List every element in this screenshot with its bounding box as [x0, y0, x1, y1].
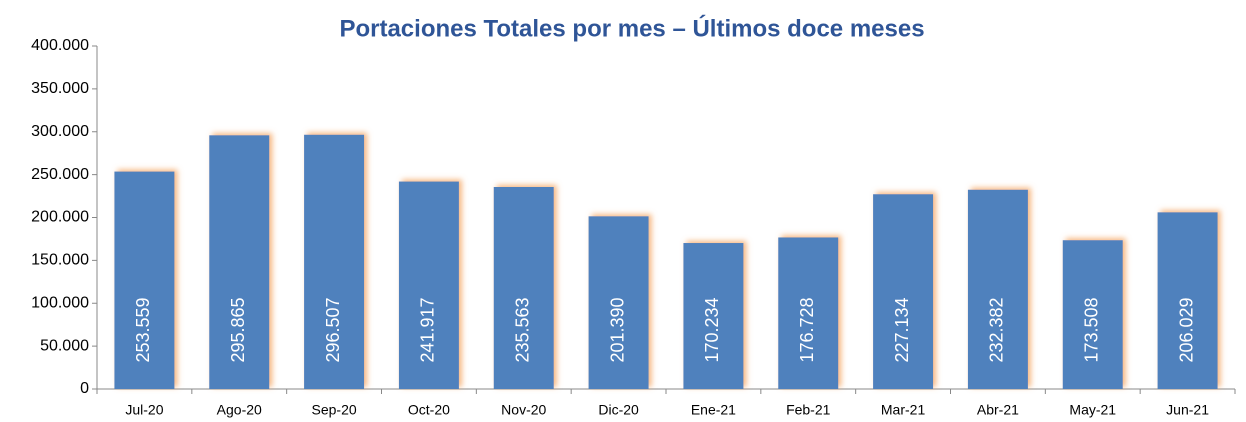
- bar: [398, 181, 459, 389]
- value-label: 232.382: [987, 297, 1007, 362]
- bar: [967, 189, 1028, 389]
- x-tick-label: Ago-20: [217, 402, 262, 418]
- bar: [304, 134, 365, 389]
- y-tick-label: 200.000: [31, 209, 89, 226]
- bar: [778, 237, 839, 389]
- x-tick-label: Abr-21: [977, 402, 1019, 418]
- bar: [683, 243, 744, 389]
- x-tick-label: May-21: [1069, 402, 1116, 418]
- x-tick-label: Dic-20: [598, 402, 639, 418]
- value-label: 176.728: [797, 297, 817, 362]
- x-tick-label: Feb-21: [786, 402, 831, 418]
- x-tick-label: Oct-20: [408, 402, 450, 418]
- bar: [1062, 240, 1123, 389]
- y-tick-label: 150.000: [31, 252, 89, 269]
- y-tick-label: 0: [80, 380, 89, 397]
- y-tick-label: 350.000: [31, 80, 89, 97]
- bar: [588, 216, 649, 389]
- value-label: 235.563: [513, 297, 533, 362]
- y-tick-label: 50.000: [40, 337, 89, 354]
- y-tick-label: 250.000: [31, 166, 89, 183]
- x-tick-label: Nov-20: [501, 402, 546, 418]
- x-tick-label: Jun-21: [1166, 402, 1209, 418]
- value-label: 296.507: [323, 297, 343, 362]
- value-label: 201.390: [607, 297, 627, 362]
- bar: [493, 187, 554, 389]
- bar: [209, 135, 270, 389]
- y-tick-label: 300.000: [31, 123, 89, 140]
- y-tick-label: 100.000: [31, 294, 89, 311]
- bar: [114, 171, 175, 389]
- value-label: 173.508: [1082, 297, 1102, 362]
- value-label: 170.234: [702, 297, 722, 362]
- value-label: 253.559: [133, 297, 153, 362]
- x-tick-label: Sep-20: [312, 402, 357, 418]
- x-tick-label: Jul-20: [125, 402, 163, 418]
- y-tick-label: 400.000: [31, 37, 89, 54]
- x-tick-label: Mar-21: [881, 402, 926, 418]
- value-label: 241.917: [418, 297, 438, 362]
- value-label: 227.134: [892, 297, 912, 362]
- value-label: 295.865: [228, 297, 248, 362]
- bar: [1157, 212, 1218, 389]
- bar: [873, 194, 934, 389]
- x-tick-label: Ene-21: [691, 402, 736, 418]
- chart-title: Portaciones Totales por mes – Últimos do…: [339, 14, 924, 42]
- value-label: 206.029: [1176, 297, 1196, 362]
